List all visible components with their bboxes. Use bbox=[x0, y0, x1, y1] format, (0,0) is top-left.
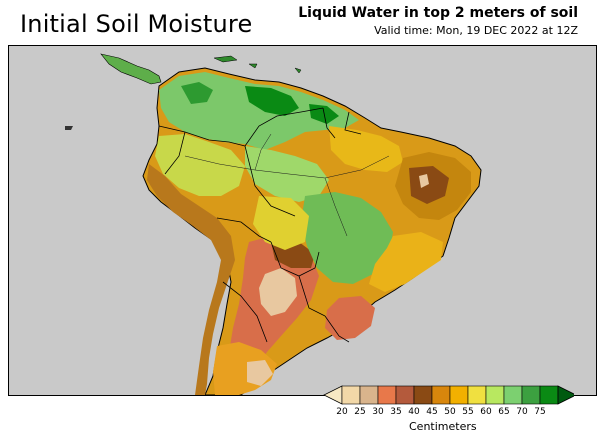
dark-green-core-2 bbox=[181, 82, 213, 104]
central-brazil-yellow bbox=[253, 196, 309, 250]
legend-tick-label: 35 bbox=[390, 407, 402, 417]
legend-tick-label: 25 bbox=[354, 407, 366, 417]
legend-tick-labels: 20 25 30 35 40 45 50 55 60 65 70 75 bbox=[330, 407, 570, 419]
galapagos-island bbox=[65, 126, 73, 130]
southeast-brazil bbox=[369, 232, 443, 292]
valid-time: Valid time: Mon, 19 DEC 2022 at 12Z bbox=[374, 24, 578, 37]
dark-green-core-1 bbox=[245, 86, 299, 116]
legend-units: Centimeters bbox=[409, 420, 477, 433]
legend-high-arrow bbox=[557, 385, 577, 405]
legend-tick-label: 70 bbox=[516, 407, 528, 417]
eastern-amazon-yellow bbox=[329, 126, 403, 172]
country-borders bbox=[158, 107, 362, 343]
southern-brazil-red bbox=[325, 296, 375, 340]
legend-swatch bbox=[341, 385, 361, 405]
legend-tick-label: 50 bbox=[444, 407, 456, 417]
legend-swatch bbox=[521, 385, 541, 405]
map-title: Initial Soil Moisture bbox=[20, 10, 253, 38]
altiplano-pale bbox=[259, 268, 297, 316]
legend-swatch bbox=[413, 385, 433, 405]
legend-colorbar bbox=[323, 385, 577, 405]
legend-swatch bbox=[467, 385, 487, 405]
legend-tick-label: 55 bbox=[462, 407, 474, 417]
product-subtitle: Liquid Water in top 2 meters of soil bbox=[298, 5, 578, 21]
legend-swatch bbox=[377, 385, 397, 405]
pampas-pale bbox=[247, 360, 273, 386]
legend-tick-label: 30 bbox=[372, 407, 384, 417]
central-brazil-moist bbox=[301, 192, 393, 284]
legend-tick-label: 45 bbox=[426, 407, 438, 417]
legend-tick-label: 40 bbox=[408, 407, 420, 417]
legend-swatch bbox=[359, 385, 379, 405]
caribbean-islands bbox=[213, 55, 302, 74]
rivers bbox=[184, 133, 390, 237]
western-amazon bbox=[155, 134, 245, 196]
central-america bbox=[100, 53, 162, 85]
legend-swatch bbox=[449, 385, 469, 405]
legend-tick-label: 65 bbox=[498, 407, 510, 417]
northeast-brazil-brown bbox=[409, 166, 449, 204]
legend-tick-label: 60 bbox=[480, 407, 492, 417]
legend-swatch bbox=[503, 385, 523, 405]
color-legend bbox=[322, 384, 577, 410]
legend-swatch bbox=[485, 385, 505, 405]
northeast-coast-pale bbox=[419, 174, 429, 188]
legend-swatch bbox=[431, 385, 451, 405]
legend-tick-label: 20 bbox=[336, 407, 348, 417]
legend-swatch bbox=[539, 385, 559, 405]
andes-dry-band bbox=[147, 164, 235, 395]
legend-low-arrow bbox=[323, 385, 343, 405]
legend-swatch bbox=[395, 385, 415, 405]
soil-moisture-map bbox=[8, 45, 597, 396]
legend-tick-label: 75 bbox=[534, 407, 546, 417]
